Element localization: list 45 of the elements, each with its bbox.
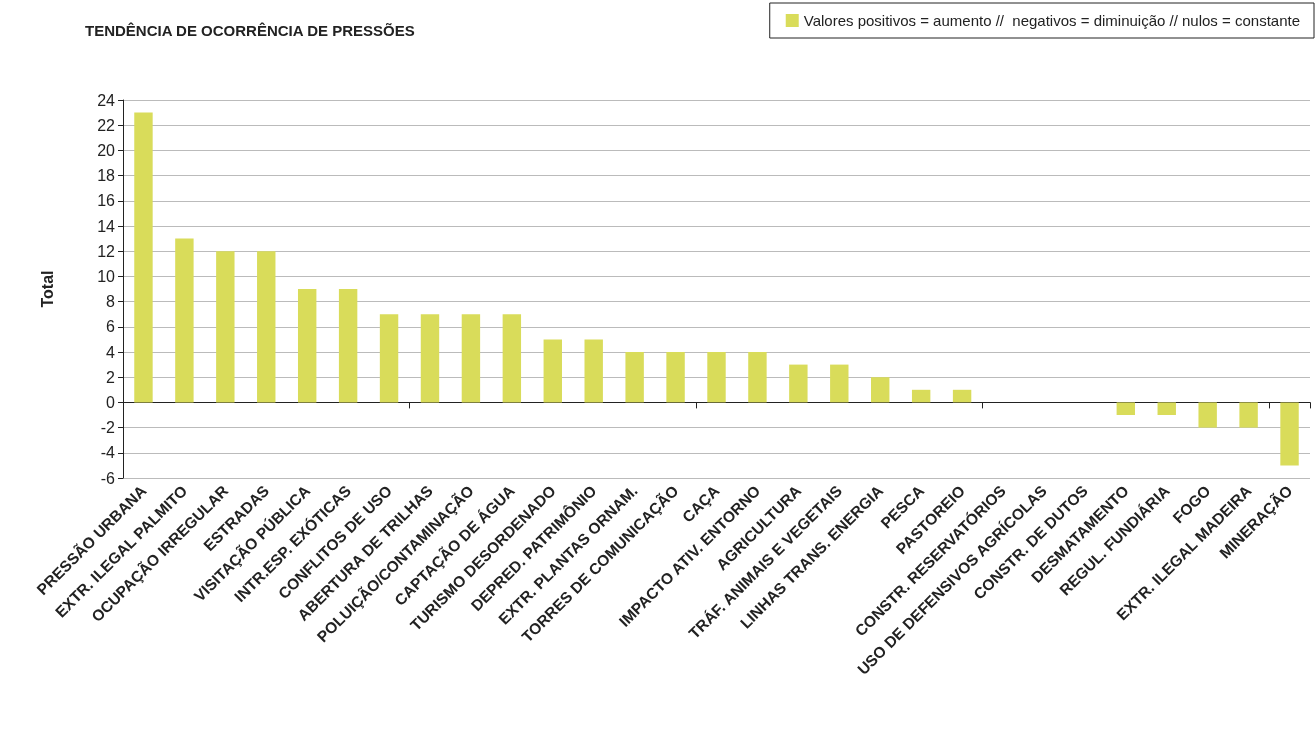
y-tick-label: 2 [106,368,116,386]
y-tick-label: 0 [106,393,116,411]
bar [952,389,972,403]
bar [830,364,849,403]
y-tick-label: 24 [97,91,116,109]
y-tick-label: 8 [106,293,116,311]
bar [707,352,726,403]
y-tick-label: -4 [100,444,116,462]
y-tick-label: 20 [97,141,116,159]
y-axis-title: Total [38,270,56,308]
bar [420,314,440,403]
y-tick-label: 16 [97,192,116,210]
bar [625,352,644,403]
bar [871,377,890,403]
bar [216,251,235,403]
bar [461,314,481,403]
bar [1280,402,1299,466]
bar [666,352,685,403]
bar [1239,402,1258,428]
bar [911,389,931,403]
bar [502,314,522,403]
bar [297,289,317,403]
y-tick-label: 10 [97,267,116,285]
bar [584,339,603,403]
y-tick-label: 12 [97,242,116,260]
y-tick-label: 22 [97,116,116,134]
bar [379,314,399,403]
bar [1116,402,1136,415]
y-tick-label: -6 [100,469,116,487]
y-tick-label: -2 [100,419,116,437]
y-tick-label: 18 [97,167,116,185]
legend-label: Valores positivos = aumento // negativos = diminuição // nulos = constante [803,12,1301,29]
chart-title: TENDÊNCIA DE OCORRÊNCIA DE PRESSÕES [85,22,415,39]
bar [134,112,153,403]
bar [789,364,808,403]
y-tick-label: 4 [106,343,116,361]
y-tick-label: 6 [106,318,116,336]
bar [543,339,562,403]
bar [338,289,358,403]
bar [257,251,276,403]
bar [1198,402,1217,428]
bar [748,352,767,403]
y-tick-label: 14 [97,217,116,235]
bar [175,238,194,403]
bar [1157,402,1176,415]
